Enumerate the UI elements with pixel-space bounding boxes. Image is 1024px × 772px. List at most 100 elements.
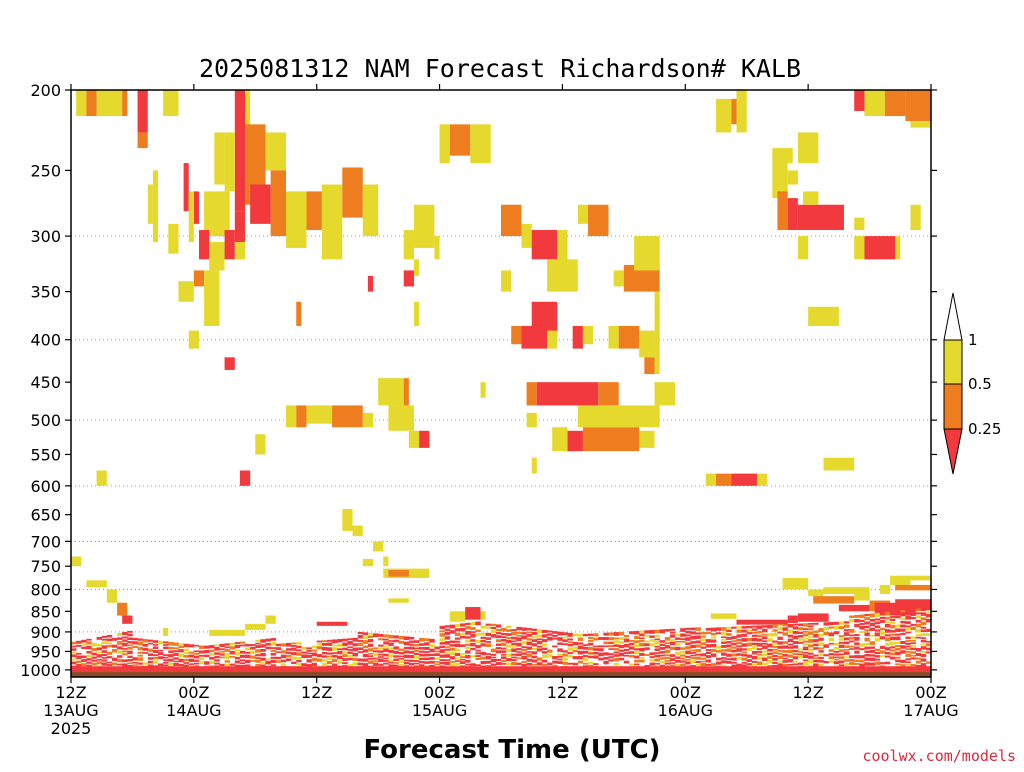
surface-cell: [240, 662, 245, 664]
surface-cell: [107, 662, 112, 664]
data-cell: [122, 90, 127, 116]
surface-cell: [547, 663, 552, 666]
surface-cell: [378, 656, 383, 658]
surface-cell: [511, 629, 516, 631]
surface-cell: [460, 628, 465, 631]
data-cell: [798, 613, 829, 621]
surface-cell: [824, 622, 829, 625]
surface-cell: [214, 647, 219, 651]
surface-cell: [793, 641, 798, 644]
surface-cell: [716, 632, 721, 634]
surface-cell: [470, 643, 475, 647]
surface-cell: [639, 640, 644, 642]
surface-cell: [629, 640, 634, 642]
surface-cell: [97, 647, 102, 650]
surface-cell: [424, 642, 429, 645]
surface-cell: [624, 639, 629, 643]
surface-cell: [588, 652, 593, 655]
surface-cell: [921, 617, 926, 620]
y-tick-label: 600: [30, 477, 61, 496]
surface-cell: [685, 642, 690, 645]
surface-cell: [97, 651, 102, 653]
surface-cell: [322, 652, 327, 654]
surface-cell: [644, 635, 649, 637]
surface-cell: [788, 666, 793, 672]
surface-cell: [322, 647, 327, 651]
surface-cell: [747, 626, 752, 628]
surface-cell: [394, 651, 399, 654]
surface-cell: [839, 645, 844, 648]
surface-cell: [864, 617, 869, 620]
surface-cell: [839, 653, 844, 655]
surface-cell: [813, 666, 818, 672]
surface-cell: [194, 656, 199, 659]
surface-cell: [911, 627, 916, 630]
surface-cell: [429, 639, 434, 643]
surface-cell: [235, 652, 240, 655]
surface-cell: [588, 656, 593, 658]
surface-cell: [603, 657, 608, 660]
surface-cell: [138, 662, 143, 664]
surface-cell: [690, 655, 695, 657]
data-cell: [532, 458, 537, 474]
surface-cell: [388, 635, 393, 639]
surface-cell: [818, 650, 823, 653]
surface-cell: [86, 655, 91, 657]
surface-cell: [844, 663, 849, 666]
surface-cell: [834, 626, 839, 630]
surface-cell: [911, 657, 916, 659]
surface-cell: [163, 659, 168, 661]
data-cell: [783, 148, 793, 163]
surface-cell: [353, 653, 358, 657]
surface-cell: [194, 663, 199, 665]
surface-cell: [870, 666, 875, 672]
surface-cell: [388, 650, 393, 653]
surface-cell: [649, 662, 654, 665]
surface-cell: [532, 656, 537, 659]
surface-cell: [905, 666, 910, 672]
surface-cell: [347, 649, 352, 651]
surface-cell: [859, 631, 864, 633]
surface-cell: [706, 664, 711, 666]
surface-cell: [465, 650, 470, 653]
surface-cell: [465, 666, 470, 672]
surface-cell: [885, 629, 890, 633]
surface-cell: [225, 664, 230, 667]
surface-cell: [844, 637, 849, 640]
surface-cell: [721, 632, 726, 635]
surface-cell: [204, 650, 209, 653]
surface-cell: [854, 637, 859, 641]
surface-cell: [537, 641, 542, 644]
surface-cell: [86, 646, 91, 650]
surface-cell: [706, 639, 711, 643]
surface-cell: [312, 658, 317, 662]
surface-cell: [798, 642, 803, 644]
surface-cell: [864, 614, 869, 616]
surface-cell: [803, 647, 808, 651]
data-cell: [880, 585, 890, 594]
surface-cell: [803, 666, 808, 672]
surface-cell: [660, 651, 665, 653]
surface-cell: [655, 652, 660, 654]
surface-cell: [900, 629, 905, 632]
surface-cell: [138, 652, 143, 654]
surface-cell: [670, 654, 675, 657]
surface-cell: [501, 628, 506, 632]
surface-cell: [573, 656, 578, 659]
surface-cell: [557, 659, 562, 661]
surface-cell: [803, 641, 808, 643]
surface-cell: [583, 658, 588, 662]
surface-cell: [470, 622, 475, 625]
surface-cell: [179, 666, 184, 672]
surface-cell: [399, 660, 404, 662]
surface-cell: [496, 666, 501, 672]
surface-cell: [475, 655, 480, 657]
surface-cell: [660, 655, 665, 657]
surface-cell: [368, 666, 373, 672]
surface-cell: [839, 649, 844, 652]
surface-cell: [747, 648, 752, 651]
surface-cell: [414, 666, 419, 672]
surface-cell: [347, 638, 352, 640]
surface-cell: [726, 627, 731, 629]
surface-cell: [680, 647, 685, 650]
